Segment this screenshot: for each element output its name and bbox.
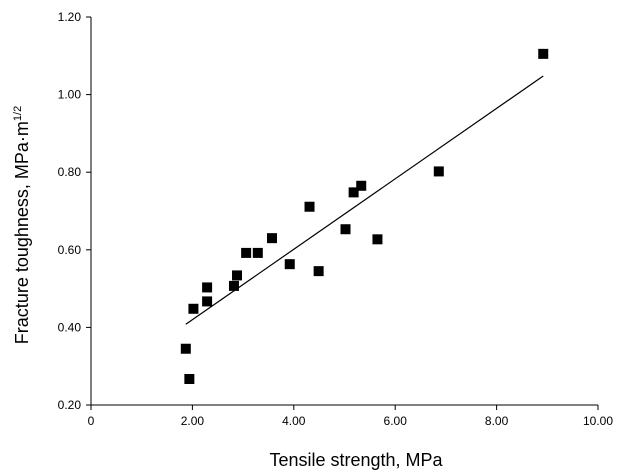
y-tick-label: 1.00 [58, 88, 82, 102]
y-axis-title: Fracture toughness, MPa·m1/2 [12, 106, 32, 344]
data-point [313, 266, 324, 277]
data-point [372, 234, 383, 245]
data-points [180, 48, 549, 385]
y-tick-label: 0.40 [58, 320, 82, 334]
x-tick-label: 0 [88, 414, 95, 428]
y-tick-label: 0.20 [58, 398, 82, 412]
y-axis-ticks: 0.20 0.40 0.60 0.80 1.00 1.20 [58, 10, 91, 412]
data-point [356, 180, 367, 191]
data-point [241, 247, 252, 258]
y-tick-label: 0.80 [58, 165, 82, 179]
axes [90, 17, 598, 406]
data-point [284, 259, 295, 270]
data-point [266, 233, 277, 244]
data-point [180, 343, 191, 354]
x-tick-label: 2.00 [181, 414, 205, 428]
data-point [340, 224, 351, 235]
data-point [184, 374, 195, 385]
x-tick-label: 8.00 [485, 414, 509, 428]
data-point [538, 48, 549, 59]
data-point [202, 282, 213, 293]
data-point [188, 303, 199, 314]
trendline [185, 75, 544, 325]
y-axis-title-superscript: 1/2 [12, 106, 24, 121]
data-point [348, 187, 359, 198]
data-point [232, 270, 243, 281]
data-point [433, 166, 444, 177]
data-point [202, 296, 213, 307]
x-axis-ticks: 0 2.00 4.00 6.00 8.00 10.00 [88, 405, 613, 428]
x-axis-title: Tensile strength, MPa [269, 450, 443, 470]
x-tick-label: 6.00 [384, 414, 408, 428]
data-point [228, 280, 239, 291]
data-point [304, 201, 315, 212]
y-axis-title-main: Fracture toughness, MPa·m [12, 121, 32, 344]
x-tick-label: 4.00 [282, 414, 306, 428]
x-tick-label: 10.00 [583, 414, 613, 428]
y-tick-label: 1.20 [58, 10, 82, 24]
y-tick-label: 0.60 [58, 243, 82, 257]
data-point [252, 247, 263, 258]
